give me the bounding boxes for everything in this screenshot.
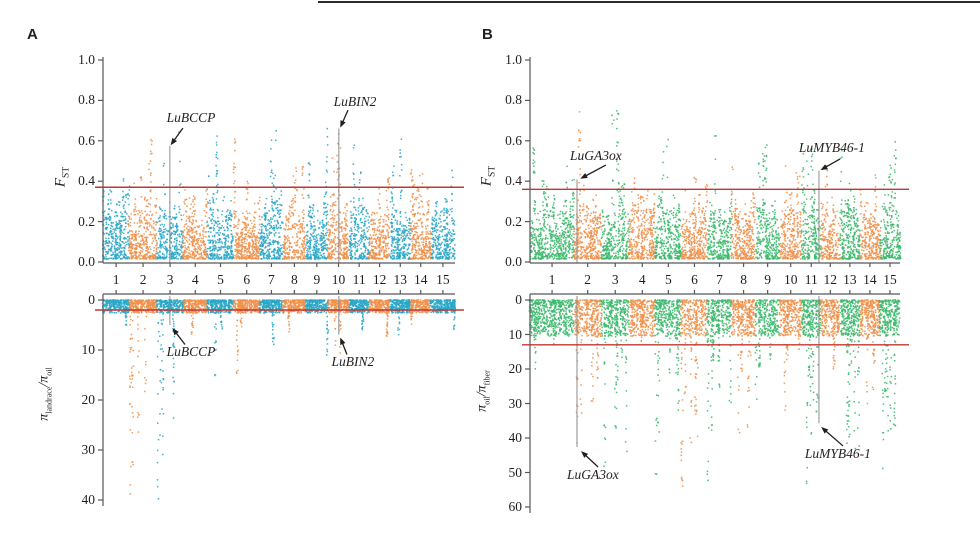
x-tick-label: 5 — [664, 272, 672, 287]
gene-annotation-label: LuBCCP — [166, 109, 216, 125]
x-tick-label: 12 — [823, 272, 838, 287]
x-tick-label: 13 — [843, 272, 857, 287]
y-tick-label: 0.4 — [78, 173, 95, 189]
y-tick-label: 0.2 — [78, 213, 95, 229]
y-tick-label: 10 — [508, 326, 523, 342]
y-tick-label: 20 — [81, 392, 96, 407]
y-tick-label: 1.0 — [78, 52, 95, 67]
y-tick-label: 0.8 — [78, 92, 95, 108]
gene-annotation-label: LuMYB46-1 — [804, 445, 871, 461]
pi-subscript: oil — [44, 367, 54, 376]
gene-annotation-label: LuGA3ox — [569, 147, 622, 163]
gene-annotation-label: LuBCCP — [166, 344, 216, 359]
y-tick-label: 50 — [508, 464, 523, 480]
y-tick-label: 0 — [88, 292, 95, 307]
x-tick-label: 8 — [740, 272, 747, 287]
page-rule-line — [318, 1, 980, 3]
y-tick-label: 0.4 — [505, 173, 522, 189]
x-tick-label: 5 — [217, 272, 224, 287]
x-tick-label: 15 — [436, 272, 450, 287]
y-tick-label: 0.0 — [505, 254, 522, 269]
y-tick-label: 0 — [515, 292, 522, 307]
y-tick-label: 40 — [81, 492, 96, 507]
x-tick-label: 9 — [313, 272, 321, 287]
pi-symbol: π — [36, 413, 52, 421]
y-axis-label-pi-ratio-a: πlandrace/πoil — [37, 367, 54, 420]
x-tick-label: 2 — [139, 272, 147, 287]
x-tick-label: 12 — [372, 272, 387, 287]
x-tick-label: 4 — [638, 272, 646, 287]
x-tick-label: 8 — [291, 272, 298, 287]
y-tick-label: 10 — [81, 342, 96, 357]
gene-annotation-label: LuBIN2 — [333, 94, 377, 110]
y-tick-label: 20 — [508, 361, 523, 376]
x-tick-label: 10 — [783, 272, 798, 287]
x-tick-label: 14 — [863, 272, 877, 287]
y-tick-label: 0.6 — [78, 132, 95, 148]
x-tick-label: 6 — [691, 272, 698, 287]
x-tick-label: 4 — [191, 272, 199, 287]
gene-annotation-label: LuMYB46-1 — [798, 140, 865, 156]
y-tick-label: 0.6 — [505, 132, 522, 148]
gene-annotation-label: LuGA3ox — [567, 466, 619, 482]
y-tick-label: 60 — [508, 499, 523, 514]
x-tick-label: 11 — [352, 272, 366, 287]
x-tick-label: 14 — [413, 272, 428, 287]
x-tick-label: 7 — [268, 272, 275, 287]
panel-b-letter: B — [482, 26, 493, 43]
y-tick-label: 0.8 — [505, 92, 522, 108]
x-tick-label: 3 — [166, 272, 174, 287]
y-tick-label: 0.0 — [78, 254, 95, 269]
x-tick-label: 15 — [883, 272, 897, 287]
y-tick-label: 30 — [81, 442, 96, 457]
pi-subscript: landrace — [44, 386, 54, 414]
x-tick-label: 13 — [393, 272, 408, 287]
y-tick-label: 30 — [508, 395, 523, 411]
y-tick-label: 0.2 — [505, 213, 522, 229]
x-tick-label: 7 — [716, 272, 723, 287]
x-tick-label: 2 — [584, 272, 592, 287]
x-tick-label: 1 — [548, 272, 556, 287]
x-tick-label: 3 — [611, 272, 619, 287]
x-tick-label: 6 — [243, 272, 251, 287]
x-tick-label: 9 — [764, 272, 772, 287]
gene-annotation-label: LuBIN2 — [331, 354, 375, 369]
pi-symbol: /π — [36, 375, 52, 387]
panel-a-letter: A — [27, 26, 38, 43]
x-tick-label: 1 — [112, 272, 120, 287]
y-tick-label: 40 — [508, 430, 523, 445]
y-tick-label: 1.0 — [505, 52, 522, 67]
x-tick-label: 11 — [804, 272, 818, 287]
x-tick-label: 10 — [331, 272, 346, 287]
